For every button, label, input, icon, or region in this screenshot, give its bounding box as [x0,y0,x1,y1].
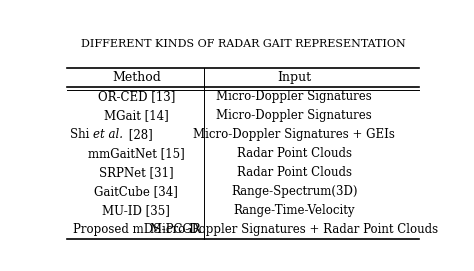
Text: Radar Point Clouds: Radar Point Clouds [237,166,352,179]
Text: Micro-Doppler Signatures + Radar Point Clouds: Micro-Doppler Signatures + Radar Point C… [150,223,438,236]
Text: Radar Point Clouds: Radar Point Clouds [237,147,352,160]
Text: Method: Method [112,71,161,84]
Text: Input: Input [277,71,311,84]
Text: Range-Spectrum(3D): Range-Spectrum(3D) [231,185,357,198]
Text: [28]: [28] [125,128,152,141]
Text: Micro-Doppler Signatures: Micro-Doppler Signatures [217,109,372,122]
Text: GaitCube [34]: GaitCube [34] [94,185,178,198]
Text: SRPNet [31]: SRPNet [31] [99,166,173,179]
Text: OR-CED [13]: OR-CED [13] [98,90,175,103]
Text: Micro-Doppler Signatures + GEIs: Micro-Doppler Signatures + GEIs [193,128,395,141]
Text: et al.: et al. [93,128,123,141]
Text: Micro-Doppler Signatures: Micro-Doppler Signatures [217,90,372,103]
Text: mmGaitNet [15]: mmGaitNet [15] [88,147,185,160]
Text: Shi: Shi [70,128,93,141]
Text: Range-Time-Velocity: Range-Time-Velocity [234,204,355,217]
Text: Proposed mDS-PCGR: Proposed mDS-PCGR [73,223,201,236]
Text: MU-ID [35]: MU-ID [35] [102,204,170,217]
Text: DIFFERENT KINDS OF RADAR GAIT REPRESENTATION: DIFFERENT KINDS OF RADAR GAIT REPRESENTA… [81,39,405,49]
Text: MGait [14]: MGait [14] [104,109,169,122]
